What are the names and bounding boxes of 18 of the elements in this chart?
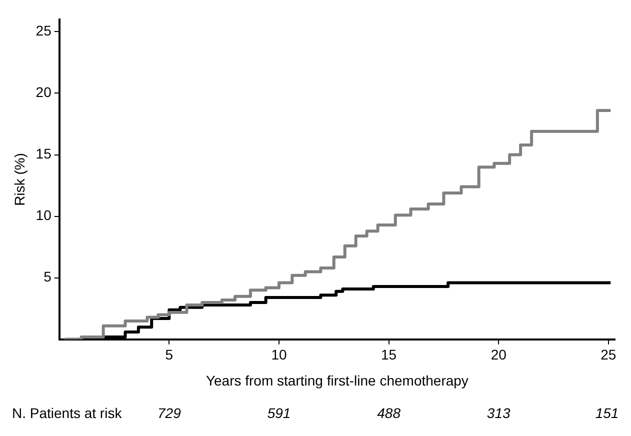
y-tick-label: 25 bbox=[36, 22, 52, 39]
text: N. Patients at risk bbox=[12, 404, 123, 421]
y-tick-label: 15 bbox=[36, 146, 52, 162]
text: 488 bbox=[377, 404, 401, 421]
y-tick-label: 10 bbox=[36, 207, 52, 224]
x-tick-label: 5 bbox=[165, 346, 174, 363]
x-axis-title: Years from starting first-line chemotherapy bbox=[206, 372, 468, 388]
x-tick-label: 15 bbox=[381, 346, 397, 363]
x-tick-label: 20 bbox=[490, 346, 507, 363]
y-tick-label: 5 bbox=[44, 268, 52, 285]
x-tick-label: 25 bbox=[600, 346, 616, 363]
x-tick-label: 10 bbox=[271, 346, 287, 363]
text: 729 bbox=[158, 404, 182, 421]
text: 151 bbox=[595, 404, 619, 421]
y-tick-label: 20 bbox=[36, 84, 52, 100]
text: 313 bbox=[486, 404, 510, 421]
y-axis-title: Risk (%) bbox=[11, 152, 28, 206]
text: 591 bbox=[267, 404, 291, 421]
